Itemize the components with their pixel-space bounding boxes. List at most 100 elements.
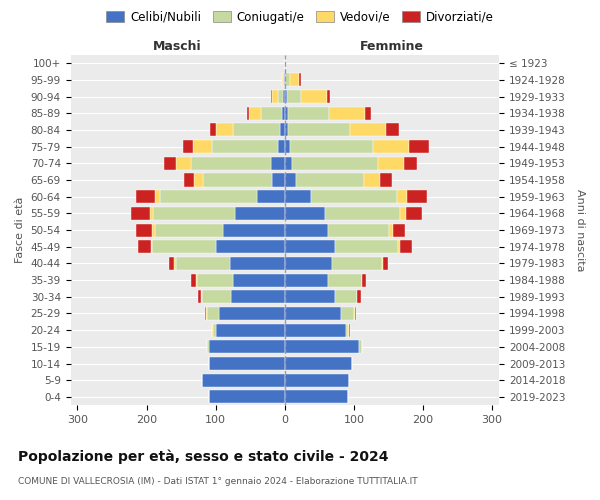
Bar — [288, 124, 350, 136]
Bar — [285, 290, 335, 304]
Bar — [278, 140, 285, 153]
Bar — [354, 307, 355, 320]
Bar — [292, 157, 378, 170]
Bar — [209, 340, 285, 353]
Legend: Celibi/Nubili, Coniugati/e, Vedovi/e, Divorziati/e: Celibi/Nubili, Coniugati/e, Vedovi/e, Di… — [101, 6, 499, 28]
Bar — [285, 240, 335, 254]
Bar — [285, 324, 346, 336]
Bar — [249, 106, 262, 120]
Text: Maschi: Maschi — [154, 40, 202, 53]
Bar — [154, 207, 235, 220]
Bar — [282, 106, 285, 120]
Bar — [362, 274, 365, 286]
Bar — [285, 106, 287, 120]
Bar — [184, 174, 194, 186]
Bar — [285, 307, 341, 320]
Bar — [215, 240, 285, 254]
Bar — [355, 307, 356, 320]
Y-axis label: Anni di nascita: Anni di nascita — [575, 189, 585, 272]
Text: Popolazione per età, sesso e stato civile - 2024: Popolazione per età, sesso e stato civil… — [18, 450, 389, 464]
Bar — [285, 174, 296, 186]
Bar — [382, 257, 383, 270]
Bar — [283, 90, 285, 103]
Bar — [349, 324, 350, 336]
Bar — [203, 174, 272, 186]
Bar — [169, 257, 174, 270]
Bar — [285, 340, 359, 353]
Bar — [283, 74, 284, 86]
Bar — [205, 307, 206, 320]
Bar — [404, 157, 417, 170]
Bar — [223, 224, 285, 236]
Bar — [285, 224, 328, 236]
Bar — [332, 257, 382, 270]
Bar — [335, 290, 356, 304]
Bar — [325, 207, 400, 220]
Bar — [290, 140, 373, 153]
Bar — [209, 357, 285, 370]
Bar — [329, 106, 365, 120]
Bar — [400, 207, 406, 220]
Bar — [202, 290, 231, 304]
Bar — [350, 124, 386, 136]
Bar — [136, 224, 152, 236]
Bar — [285, 274, 328, 286]
Bar — [364, 174, 380, 186]
Bar — [398, 240, 400, 254]
Bar — [406, 207, 422, 220]
Bar — [231, 290, 285, 304]
Bar — [213, 324, 215, 336]
Bar — [346, 324, 349, 336]
Bar — [233, 124, 280, 136]
Bar — [335, 240, 398, 254]
Bar — [286, 74, 290, 86]
Bar — [206, 307, 219, 320]
Bar — [191, 274, 196, 286]
Bar — [365, 106, 371, 120]
Bar — [285, 190, 311, 203]
Bar — [328, 224, 389, 236]
Bar — [196, 274, 197, 286]
Text: Femmine: Femmine — [360, 40, 424, 53]
Bar — [215, 124, 233, 136]
Bar — [341, 307, 354, 320]
Bar — [278, 90, 283, 103]
Bar — [285, 157, 292, 170]
Bar — [285, 390, 349, 404]
Bar — [285, 357, 352, 370]
Bar — [151, 240, 152, 254]
Bar — [191, 157, 271, 170]
Bar — [400, 240, 412, 254]
Bar — [392, 224, 405, 236]
Bar — [201, 290, 202, 304]
Bar — [389, 224, 392, 236]
Bar — [271, 157, 285, 170]
Bar — [257, 190, 285, 203]
Bar — [328, 274, 362, 286]
Bar — [284, 74, 285, 86]
Bar — [194, 174, 203, 186]
Bar — [131, 207, 150, 220]
Bar — [299, 74, 301, 86]
Bar — [174, 257, 176, 270]
Bar — [233, 274, 285, 286]
Bar — [176, 257, 230, 270]
Bar — [247, 106, 249, 120]
Bar — [230, 257, 285, 270]
Bar — [235, 207, 285, 220]
Bar — [287, 106, 329, 120]
Bar — [383, 257, 388, 270]
Bar — [285, 207, 325, 220]
Bar — [358, 290, 361, 304]
Bar — [215, 324, 285, 336]
Bar — [206, 340, 209, 353]
Bar — [198, 290, 201, 304]
Bar — [152, 240, 215, 254]
Bar — [409, 140, 428, 153]
Bar — [202, 374, 285, 387]
Bar — [282, 74, 283, 86]
Bar — [210, 124, 215, 136]
Bar — [262, 106, 282, 120]
Bar — [311, 190, 397, 203]
Bar — [209, 390, 285, 404]
